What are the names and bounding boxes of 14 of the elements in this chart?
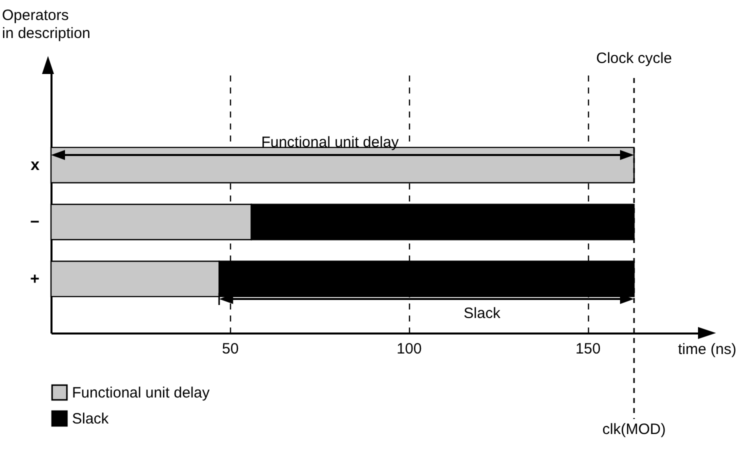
y-tick-label: + — [30, 270, 40, 288]
ref-line-label: clk(MOD) — [602, 421, 666, 438]
legend-label: Slack — [72, 410, 110, 428]
x-tick-label: 150 — [576, 340, 601, 358]
x-tick-label: 100 — [396, 340, 422, 358]
y-tick-label: − — [30, 214, 40, 231]
x-axis-title: time (ns) — [678, 341, 736, 358]
text: Clock cycle — [596, 50, 672, 67]
text: Functional unit delay — [261, 134, 400, 151]
annotation: Slack — [464, 305, 501, 322]
x-tick-label: 50 — [222, 340, 239, 358]
text: Operators in description — [2, 7, 90, 42]
y-tick-label: x — [30, 157, 40, 174]
legend-label: Functional unit delay — [72, 384, 210, 402]
